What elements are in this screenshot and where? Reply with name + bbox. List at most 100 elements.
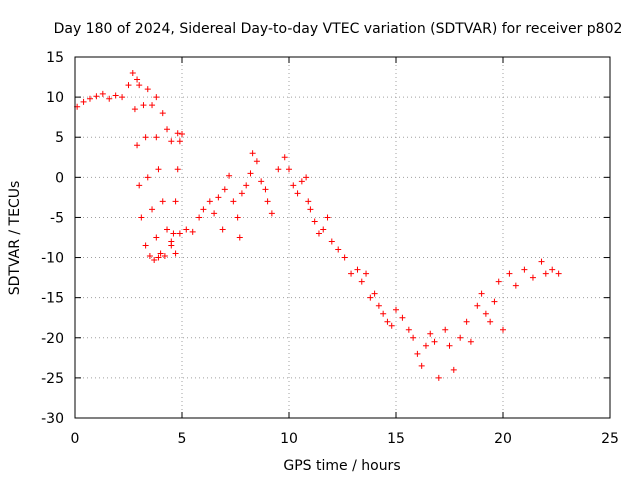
data-point: [93, 93, 100, 100]
data-point: [521, 266, 528, 273]
data-point: [264, 198, 271, 205]
data-point: [463, 318, 470, 325]
data-point: [324, 214, 331, 221]
data-point: [275, 166, 282, 173]
data-point: [354, 266, 361, 273]
data-point: [298, 178, 305, 185]
data-point: [320, 226, 327, 233]
y-tick-label: -30: [41, 411, 64, 427]
y-tick-label: -5: [50, 210, 64, 226]
data-point: [294, 190, 301, 197]
data-point: [478, 290, 485, 297]
data-point: [500, 326, 506, 333]
data-point: [506, 270, 513, 277]
data-point: [305, 198, 312, 205]
data-point: [230, 198, 237, 205]
data-point: [542, 270, 549, 277]
data-point: [134, 142, 141, 149]
data-point: [151, 256, 158, 263]
data-point: [179, 131, 185, 138]
y-tick-label: 10: [46, 90, 64, 106]
data-point: [144, 86, 151, 93]
data-point: [168, 138, 175, 145]
data-point: [176, 230, 183, 237]
data-point: [172, 250, 179, 257]
data-point: [140, 102, 147, 109]
data-point: [215, 194, 222, 201]
data-point: [375, 302, 382, 309]
data-point: [482, 310, 489, 317]
data-point: [144, 174, 151, 181]
data-point: [487, 318, 494, 325]
data-point: [172, 198, 179, 205]
data-point: [549, 266, 556, 273]
data-point: [399, 314, 406, 321]
data-point: [149, 206, 156, 213]
data-point: [243, 182, 250, 189]
data-point: [161, 252, 168, 259]
x-tick-label: 5: [178, 431, 187, 447]
data-point: [119, 94, 126, 101]
data-point: [311, 218, 318, 225]
data-point: [529, 274, 536, 281]
data-point: [146, 252, 153, 259]
data-point: [238, 190, 245, 197]
data-point: [290, 182, 297, 189]
data-point: [348, 270, 355, 277]
data-point: [286, 166, 292, 173]
data-point: [183, 226, 190, 233]
data-point: [136, 82, 143, 89]
x-axis-label: GPS time / hours: [283, 458, 400, 474]
data-point: [136, 182, 143, 189]
data-point: [106, 95, 113, 102]
data-point: [422, 342, 429, 349]
data-point: [474, 302, 481, 309]
chart-title: Day 180 of 2024, Sidereal Day-to-day VTE…: [54, 21, 623, 37]
data-point: [159, 110, 166, 117]
data-point: [211, 210, 218, 217]
data-point: [467, 338, 474, 345]
data-point: [149, 102, 156, 109]
data-point: [131, 106, 138, 113]
data-point: [196, 214, 203, 221]
data-point: [435, 374, 442, 381]
data-point: [335, 246, 342, 253]
data-point: [155, 166, 162, 173]
data-point: [431, 338, 438, 345]
data-point: [358, 278, 365, 285]
data-point: [134, 76, 141, 83]
data-point: [450, 366, 457, 373]
data-point: [86, 95, 93, 102]
data-point: [405, 326, 412, 333]
data-point: [112, 92, 119, 99]
data-point: [155, 254, 162, 261]
data-point: [153, 234, 160, 241]
data-point: [200, 206, 207, 213]
data-point: [281, 154, 288, 161]
data-point: [442, 326, 449, 333]
data-point: [176, 138, 183, 145]
plot-frame: [74, 56, 611, 419]
data-point: [174, 166, 181, 173]
data-point: [328, 238, 335, 245]
y-tick-label: -10: [41, 251, 64, 267]
data-point: [384, 318, 391, 325]
data-point: [142, 134, 149, 141]
data-point: [153, 94, 160, 101]
x-tick-label: 0: [71, 431, 80, 447]
y-tick-label: -25: [41, 371, 64, 387]
data-point: [80, 98, 87, 105]
data-point: [206, 198, 213, 205]
x-tick-label: 15: [387, 431, 405, 447]
data-point: [125, 82, 132, 89]
data-point: [142, 242, 149, 249]
data-point: [164, 126, 171, 133]
data-point: [495, 278, 502, 285]
grid-lines: [75, 57, 610, 418]
data-point: [153, 134, 160, 141]
data-point: [307, 206, 314, 213]
data-point: [174, 130, 181, 137]
data-point: [393, 306, 399, 313]
y-tick-label: 0: [55, 170, 64, 186]
data-point: [388, 322, 395, 329]
